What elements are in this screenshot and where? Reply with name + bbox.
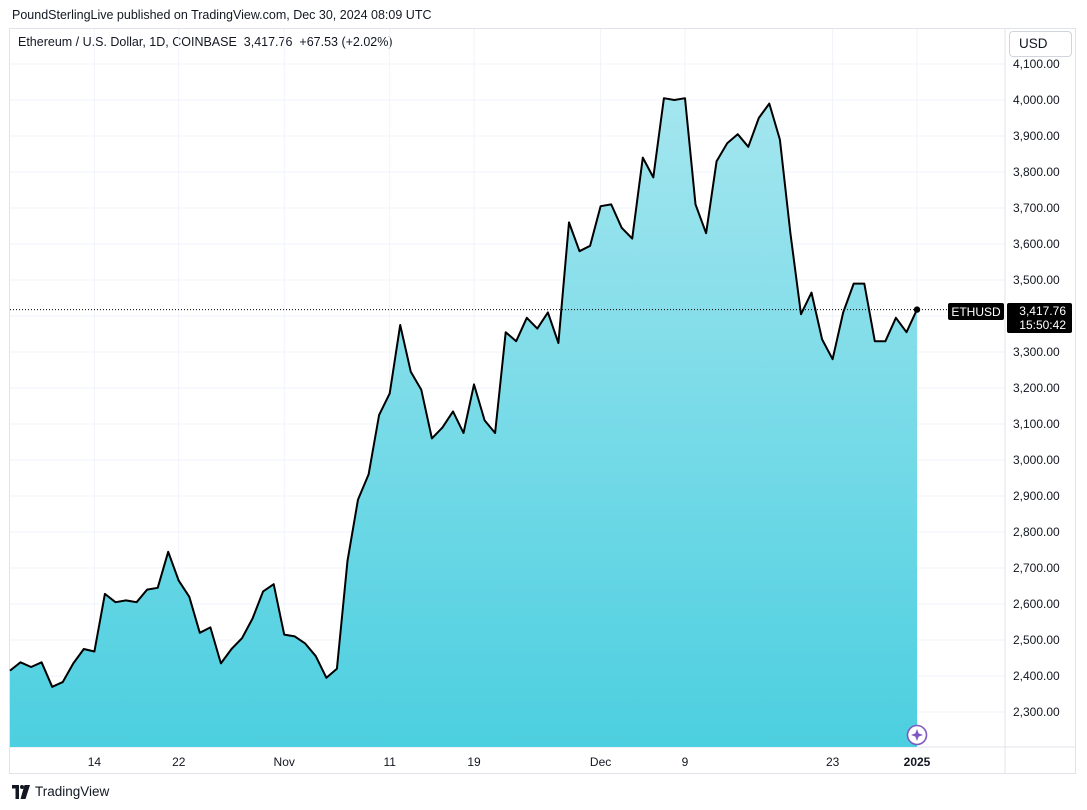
price-line	[9, 97, 918, 688]
last-price-dot	[913, 306, 921, 313]
x-tick-label: 23	[826, 755, 840, 769]
x-tick-label: 2025	[904, 755, 931, 769]
y-tick-label: 3,300.00	[1013, 345, 1060, 359]
symbol-name: Ethereum / U.S. Dollar, 1D, COINBASE	[18, 35, 237, 49]
y-tick-label: 3,500.00	[1013, 273, 1060, 287]
tradingview-logo-icon	[12, 784, 30, 799]
x-tick-label: Dec	[590, 755, 611, 769]
x-tick-label: 22	[172, 755, 186, 769]
x-tick-label: 9	[682, 755, 689, 769]
y-tick-label: 3,800.00	[1013, 165, 1060, 179]
x-tick-label: 14	[88, 755, 102, 769]
symbol-change: +67.53 (+2.02%)	[299, 35, 393, 49]
symbol-tag-text: ETHUSD	[951, 305, 1001, 319]
x-tick-label: Nov	[274, 755, 295, 769]
y-tick-label: 4,100.00	[1013, 57, 1060, 71]
last-price-tag	[1007, 303, 1072, 333]
y-tick-label: 3,200.00	[1013, 381, 1060, 395]
price-area-fill	[10, 98, 917, 747]
footer: TradingView	[12, 784, 109, 799]
y-tick-label: 2,400.00	[1013, 669, 1060, 683]
y-tick-label: 3,900.00	[1013, 129, 1060, 143]
time-axis-ticks: 14 22 Nov 11 19 Dec 9 23 2025	[88, 755, 931, 769]
y-tick-label: 2,300.00	[1013, 705, 1060, 719]
x-tick-label: 19	[467, 755, 481, 769]
symbol-legend: Ethereum / U.S. Dollar, 1D, COINBASE 3,4…	[18, 35, 393, 49]
y-tick-label: 3,100.00	[1013, 417, 1060, 431]
currency-button[interactable]: USD	[1009, 31, 1072, 57]
symbol-tag	[948, 303, 1004, 320]
y-tick-label: 3,000.00	[1013, 453, 1060, 467]
publish-header: PoundSterlingLive published on TradingVi…	[12, 8, 432, 22]
x-tick-label: 11	[383, 755, 396, 769]
y-tick-label: 2,700.00	[1013, 561, 1060, 575]
y-tick-label: 2,500.00	[1013, 633, 1060, 647]
y-tick-label: 4,000.00	[1013, 93, 1060, 107]
countdown-text: 15:50:42	[1019, 318, 1066, 332]
price-axis-ticks: 2,300.00 2,400.00 2,500.00 2,600.00 2,700.00…	[1013, 57, 1060, 719]
footer-brand: TradingView	[35, 784, 110, 799]
last-price-text: 3,417.76	[1019, 304, 1066, 318]
y-tick-label: 2,600.00	[1013, 597, 1060, 611]
symbol-price: 3,417.76	[243, 35, 293, 49]
chart-frame	[9, 28, 1076, 774]
y-tick-label: 2,900.00	[1013, 489, 1060, 503]
y-tick-label: 3,600.00	[1013, 237, 1060, 251]
symbol-price-label: ETHUSD 3,417.76 15:50:42	[948, 303, 1072, 333]
y-tick-label: 3,700.00	[1013, 201, 1060, 215]
y-tick-label: 2,800.00	[1013, 525, 1060, 539]
sparkle-icon	[906, 724, 928, 746]
